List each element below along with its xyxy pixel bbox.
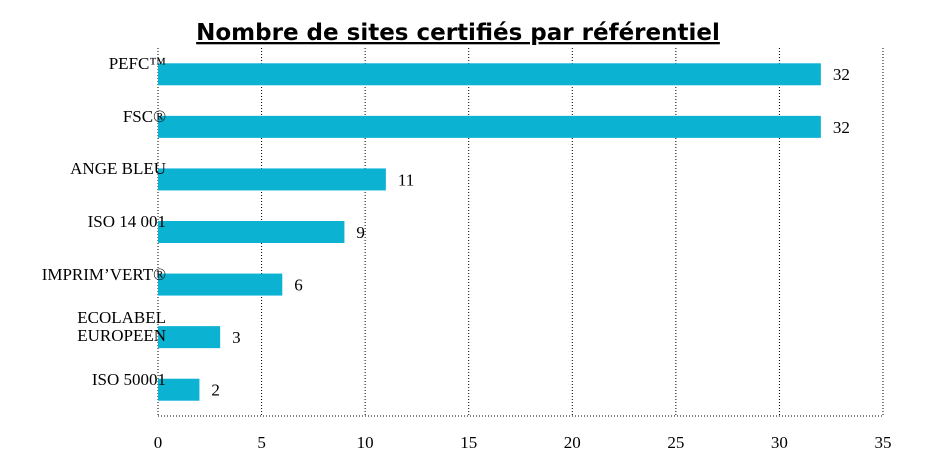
- value-label: 6: [294, 275, 303, 294]
- bar: [158, 168, 386, 191]
- value-label: 9: [356, 223, 365, 242]
- y-tick-label: ISO 50001: [91, 369, 166, 389]
- x-tick-label: 15: [460, 433, 477, 452]
- y-tick-label: ANGE BLEU: [70, 159, 166, 179]
- bar: [158, 378, 200, 401]
- value-label: 2: [211, 381, 220, 400]
- value-label: 32: [833, 65, 850, 84]
- x-tick-label: 35: [875, 433, 892, 452]
- x-tick-label: 25: [667, 433, 684, 452]
- value-label: 3: [232, 328, 241, 347]
- x-tick-label: 10: [357, 433, 374, 452]
- chart-title: Nombre de sites certifiés par référentie…: [196, 20, 720, 46]
- bar: [158, 115, 821, 138]
- y-tick-label: PEFC™: [108, 54, 166, 74]
- y-tick-label: FSC®: [122, 106, 166, 126]
- x-tick-label: 20: [564, 433, 581, 452]
- y-tick-label: ECOLABEL EUROPEEN: [77, 308, 166, 346]
- y-tick-label: ISO 14 001: [87, 212, 166, 231]
- value-label: 11: [398, 170, 414, 189]
- x-tick-label: 5: [257, 433, 266, 452]
- bar: [158, 326, 221, 349]
- y-tick-label: IMPRIM’VERT®: [41, 264, 166, 284]
- bar: [158, 221, 345, 243]
- value-label: 32: [833, 118, 850, 137]
- x-tick-label: 30: [771, 433, 788, 452]
- x-tick-label: 0: [154, 433, 163, 452]
- bar: [158, 273, 283, 296]
- bar: [158, 63, 821, 86]
